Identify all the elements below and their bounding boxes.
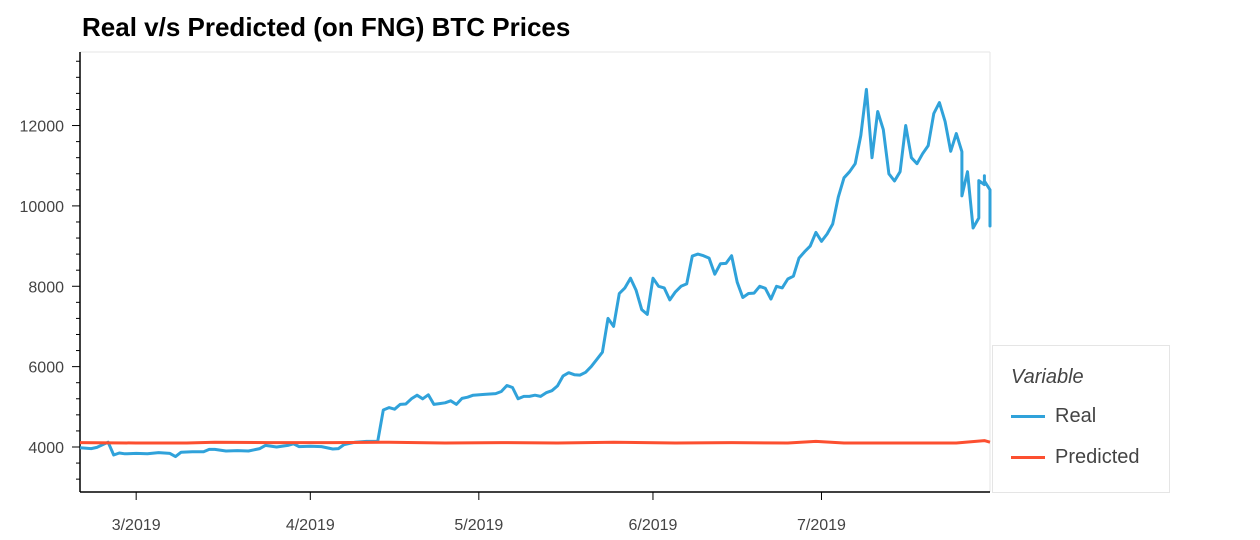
legend: Variable Real Predicted xyxy=(992,345,1170,493)
legend-label-real: Real xyxy=(1055,404,1097,427)
legend-swatch-predicted xyxy=(1011,455,1045,459)
legend-item-predicted[interactable]: Predicted xyxy=(1011,444,1140,470)
y-tick-label: 4000 xyxy=(28,440,64,457)
series-layer xyxy=(79,87,992,459)
legend-item-real[interactable]: Real xyxy=(1011,403,1096,429)
legend-label-predicted: Predicted xyxy=(1055,445,1140,468)
chart-title: Real v/s Predicted (on FNG) BTC Prices xyxy=(82,12,571,42)
series-line-real xyxy=(79,87,992,459)
x-tick-label: 6/2019 xyxy=(628,517,677,534)
x-tick-label: 7/2019 xyxy=(797,517,846,534)
y-tick-label: 10000 xyxy=(20,199,65,216)
legend-title: Variable xyxy=(1011,366,1084,388)
series-line-predicted xyxy=(79,439,991,445)
x-tick-label: 3/2019 xyxy=(112,517,161,534)
x-tick-label: 4/2019 xyxy=(286,517,335,534)
y-tick-label: 12000 xyxy=(20,119,65,136)
legend-swatch-real xyxy=(1011,414,1045,418)
x-tick-label: 5/2019 xyxy=(454,517,503,534)
y-tick-label: 6000 xyxy=(28,360,64,377)
axes: 4000 6000 8000 10000 12000 3/2019 4/2019 5/2019… xyxy=(20,51,991,534)
y-tick-label: 8000 xyxy=(28,279,64,296)
